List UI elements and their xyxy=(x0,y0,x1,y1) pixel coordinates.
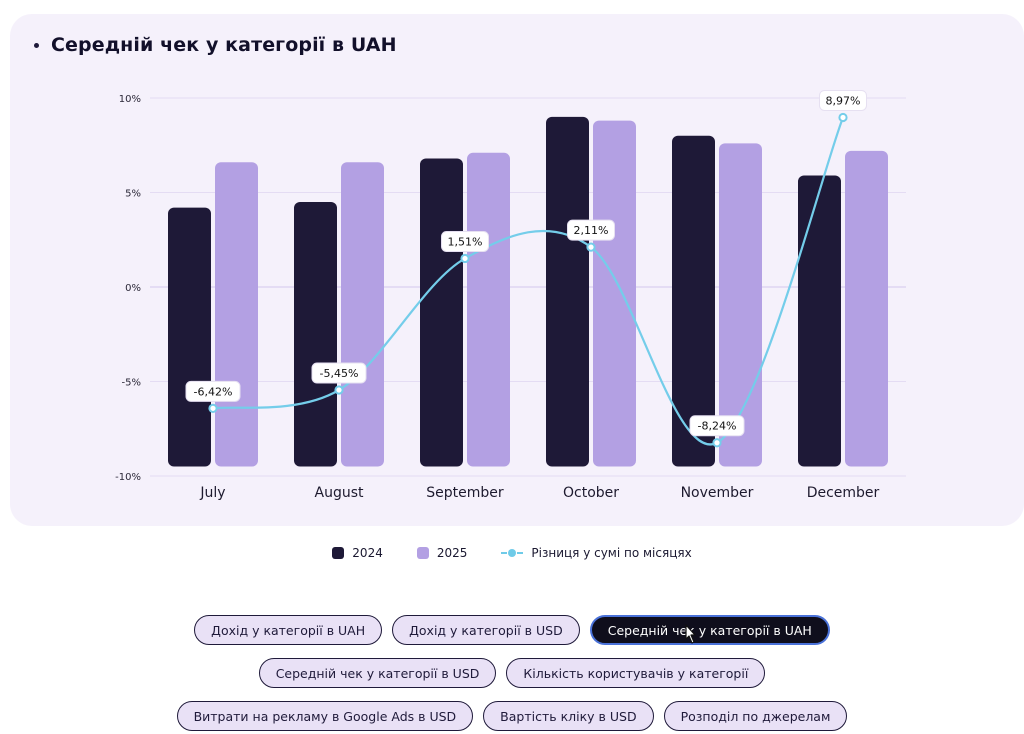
button-row-2: Середній чек у категорії в USD Кількість… xyxy=(0,658,1024,688)
chart-legend: 2024 2025 Різниця у сумі по місяцях xyxy=(0,546,1024,560)
difference-point[interactable] xyxy=(838,112,848,123)
legend-item-2025[interactable]: 2025 xyxy=(416,546,468,560)
y-tick-label: -10% xyxy=(115,472,141,483)
button-row-3: Витрати на рекламу в Google Ads в USD Ва… xyxy=(0,701,1024,731)
x-tick-label: July xyxy=(199,485,225,501)
legend-label-2024: 2024 xyxy=(352,546,383,560)
data-label: -5,45% xyxy=(320,367,359,380)
data-label: 8,97% xyxy=(826,94,861,107)
legend-label-2025: 2025 xyxy=(436,546,468,560)
y-tick-label: 5% xyxy=(125,189,141,200)
legend-swatch-2024 xyxy=(332,547,345,559)
bar-2024-august[interactable] xyxy=(294,201,337,467)
difference-point[interactable] xyxy=(460,253,470,264)
x-tick-label: October xyxy=(563,485,619,501)
legend-item-difference[interactable]: Різниця у сумі по місяцях xyxy=(501,546,692,560)
bar-2025-august[interactable] xyxy=(341,162,384,467)
data-label-box xyxy=(567,219,615,241)
bar-2025-october[interactable] xyxy=(593,120,636,467)
tab-average-check-usd[interactable]: Середній чек у категорії в USD xyxy=(258,658,497,688)
bar-2024-october[interactable] xyxy=(546,116,589,467)
bar-2024-july[interactable] xyxy=(168,207,211,467)
chart-title: Середній чек у категорії в UAH xyxy=(51,34,397,56)
legend-label-difference: Різниця у сумі по місяцях xyxy=(531,546,692,560)
mouse-pointer-icon xyxy=(685,624,696,644)
legend-swatch-2025 xyxy=(416,547,429,559)
x-tick-label: September xyxy=(426,485,504,501)
data-label-box xyxy=(689,415,745,437)
y-tick-label: -5% xyxy=(122,378,141,389)
data-label-box xyxy=(185,380,241,402)
data-label: -8,24% xyxy=(698,420,737,433)
y-tick-label: 0% xyxy=(125,283,141,294)
tab-google-ads-spend[interactable]: Витрати на рекламу в Google Ads в USD xyxy=(176,701,474,731)
data-label: 2,11% xyxy=(574,224,609,237)
bar-2024-november[interactable] xyxy=(672,135,715,467)
x-tick-label: August xyxy=(315,485,365,501)
data-label: 1,51% xyxy=(448,235,483,248)
tab-cost-per-click[interactable]: Вартість кліку в USD xyxy=(483,701,654,731)
chart-title-row: Середній чек у категорії в UAH xyxy=(34,34,397,56)
x-tick-label: November xyxy=(681,485,754,501)
difference-point[interactable] xyxy=(712,438,722,448)
data-label-box xyxy=(819,89,867,111)
data-label-box xyxy=(311,362,367,384)
bar-2025-september[interactable] xyxy=(467,152,510,467)
bar-2025-july[interactable] xyxy=(215,162,258,467)
tab-average-check-uah[interactable]: Середній чек у категорії в UAH xyxy=(589,615,830,645)
title-bullet-icon xyxy=(34,42,39,48)
difference-point[interactable] xyxy=(334,385,344,395)
y-tick-label: 10% xyxy=(119,94,141,105)
tab-source-distribution[interactable]: Розподіл по джерелам xyxy=(663,701,848,731)
tab-revenue-uah[interactable]: Дохід у категорії в UAH xyxy=(194,615,383,645)
data-label: -6,42% xyxy=(194,385,233,398)
difference-point[interactable] xyxy=(208,403,218,413)
data-label-box xyxy=(441,230,489,252)
tab-users-count[interactable]: Кількість користувачів у категорії xyxy=(506,658,766,688)
x-tick-label: December xyxy=(807,485,880,501)
button-row-1: Дохід у категорії в UAH Дохід у категорі… xyxy=(0,615,1024,645)
bar-2024-december[interactable] xyxy=(798,175,841,467)
legend-line-icon xyxy=(501,548,524,558)
chart-svg: 10% 5% 0% -5% -10% July August September October… xyxy=(115,89,906,501)
tab-revenue-usd[interactable]: Дохід у категорії в USD xyxy=(392,615,580,645)
difference-point[interactable] xyxy=(586,242,596,252)
bar-2024-september[interactable] xyxy=(420,158,463,467)
bar-2025-december[interactable] xyxy=(845,150,888,467)
legend-item-2024[interactable]: 2024 xyxy=(332,546,383,560)
bar-2025-november[interactable] xyxy=(719,143,762,467)
